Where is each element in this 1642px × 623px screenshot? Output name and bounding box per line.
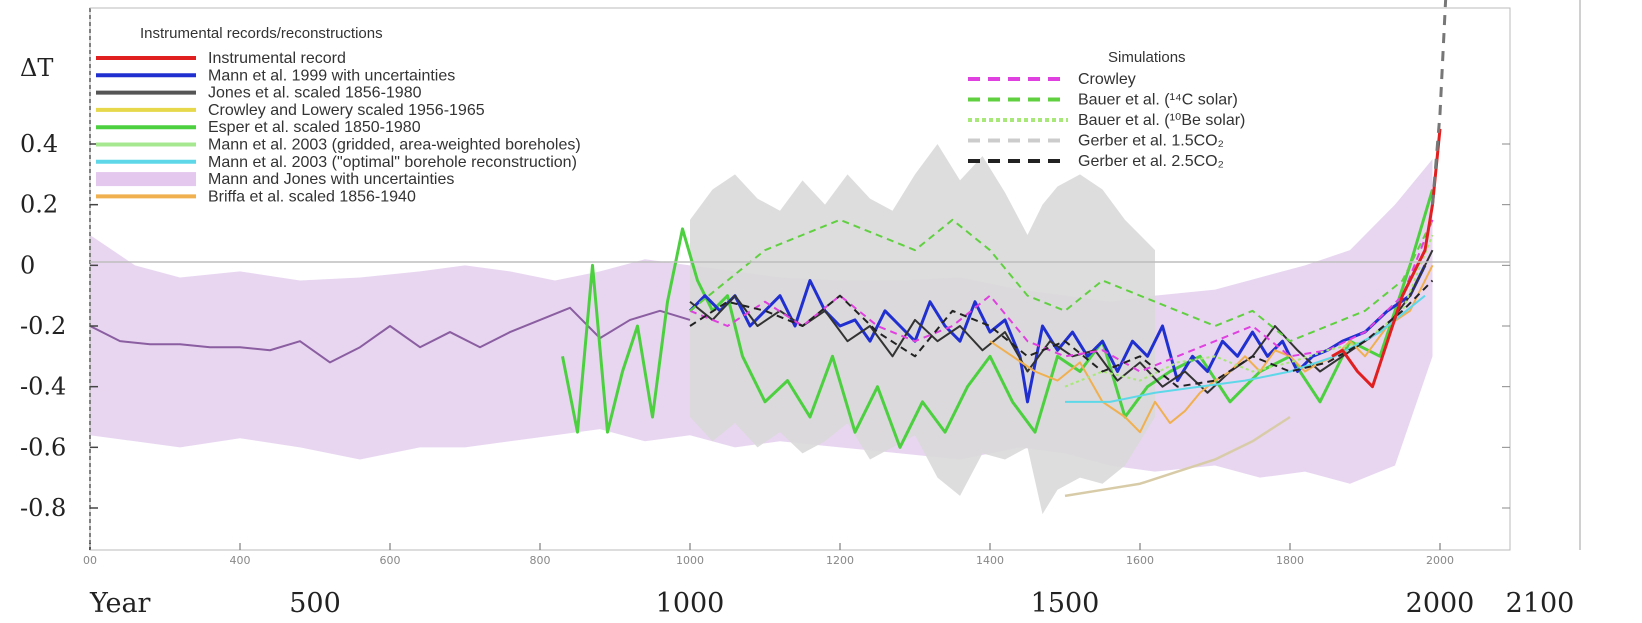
legend-swatch [96, 172, 196, 187]
series-line-bauer-et-al-10be-solar [1064, 234, 1434, 388]
series-line-jones-et-al-scaled-1856-1980 [689, 249, 1434, 394]
x-tick-label-inner: 1200 [826, 554, 854, 567]
series-line-mann-et-al-1999 [688, 264, 1427, 404]
x-axis-label: Year [89, 588, 151, 619]
x-tick-label-major: 2000 [1406, 588, 1475, 619]
x-tick-label-inner: 1000 [676, 554, 704, 567]
legend-label: Gerber et al. 2.5CO₂ [1078, 153, 1224, 170]
series-lines [89, 0, 1448, 498]
x-tick-label-major: 2100 [1506, 588, 1575, 619]
x-tick-label-inner: 2000 [1426, 554, 1454, 567]
x-tick-label-inner: 800 [530, 554, 551, 567]
x-tick-label-inner: 00 [83, 554, 97, 567]
series-line-esper-et-al-scaled-1850-1980 [561, 189, 1434, 449]
band-mann-et-al-1999-with-uncertainties [690, 144, 1155, 515]
legend-label: Instrumental record [208, 50, 346, 67]
y-tick-label: 0.2 [20, 191, 58, 219]
series-line-crowley [689, 219, 1434, 373]
legend-label: Mann and Jones with uncertainties [208, 171, 454, 188]
legend-label: Briffa et al. scaled 1856-1940 [208, 188, 416, 205]
y-tick-label: -0.2 [20, 312, 66, 340]
x-tick-label-inner: 1600 [1126, 554, 1154, 567]
x-tick-label-inner: 400 [230, 554, 251, 567]
series-line-projection [1431, 0, 1448, 205]
y-tick-label: -0.4 [20, 373, 66, 401]
series-line-gerber-et-al-1-5co2 [1064, 415, 1291, 498]
legend-label: Gerber et al. 1.5CO₂ [1078, 133, 1224, 150]
y-tick-label: -0.6 [20, 433, 66, 461]
x-tick-label-major: 1500 [1031, 588, 1100, 619]
y-axis-ticks: 0.4 0.2 0 -0.2 -0.4 -0.6 -0.8 [20, 130, 1510, 522]
series-line-gerber-et-al-2-5co2 [689, 279, 1434, 388]
legend-label: Jones et al. scaled 1856-1980 [208, 85, 422, 102]
series-line-instrumental-record [1331, 128, 1442, 389]
legend-label: Mann et al. 1999 with uncertainties [208, 67, 455, 84]
series-line-bauer-et-al-14c-solar [689, 218, 1434, 343]
y-axis-label: ΔT [20, 54, 53, 82]
y-tick-label: 0 [20, 251, 35, 279]
x-tick-label-inner: 1800 [1276, 554, 1304, 567]
legend-label: Mann et al. 2003 (gridded, area-weighted… [208, 137, 581, 154]
x-tick-label-inner: 1400 [976, 554, 1004, 567]
x-axis-ticks: 00 400 600 800 1000 1200 1400 1600 1800 2000 500 10… [83, 543, 1574, 619]
series-line-mann-et-al-2003-optimal-borehole [1065, 294, 1426, 403]
x-tick-label-inner: 600 [380, 554, 401, 567]
legend-label: Crowley [1078, 71, 1136, 88]
x-tick-label-major: 500 [289, 588, 341, 619]
legend-left-title: Instrumental records/reconstructions [140, 25, 383, 42]
legend-label: Bauer et al. (¹⁴C solar) [1078, 92, 1238, 109]
legend-label: Mann et al. 2003 ("optimal" borehole rec… [208, 154, 577, 171]
y-tick-label: -0.8 [20, 494, 66, 522]
y-tick-label: 0.4 [20, 130, 58, 158]
legend-right: Crowley Bauer et al. (¹⁴C solar) Bauer et … [968, 71, 1245, 170]
legend-label: Bauer et al. (¹⁰Be solar) [1078, 112, 1245, 129]
legend-label: Esper et al. scaled 1850-1980 [208, 119, 421, 136]
legend-label: Crowley and Lowery scaled 1956-1965 [208, 102, 485, 119]
plot-frame [89, 7, 1511, 551]
series-line-mann-and-jones-with-uncertainties [89, 306, 691, 364]
x-tick-label-major: 1000 [656, 588, 725, 619]
legend-right-title: Simulations [1108, 49, 1186, 66]
